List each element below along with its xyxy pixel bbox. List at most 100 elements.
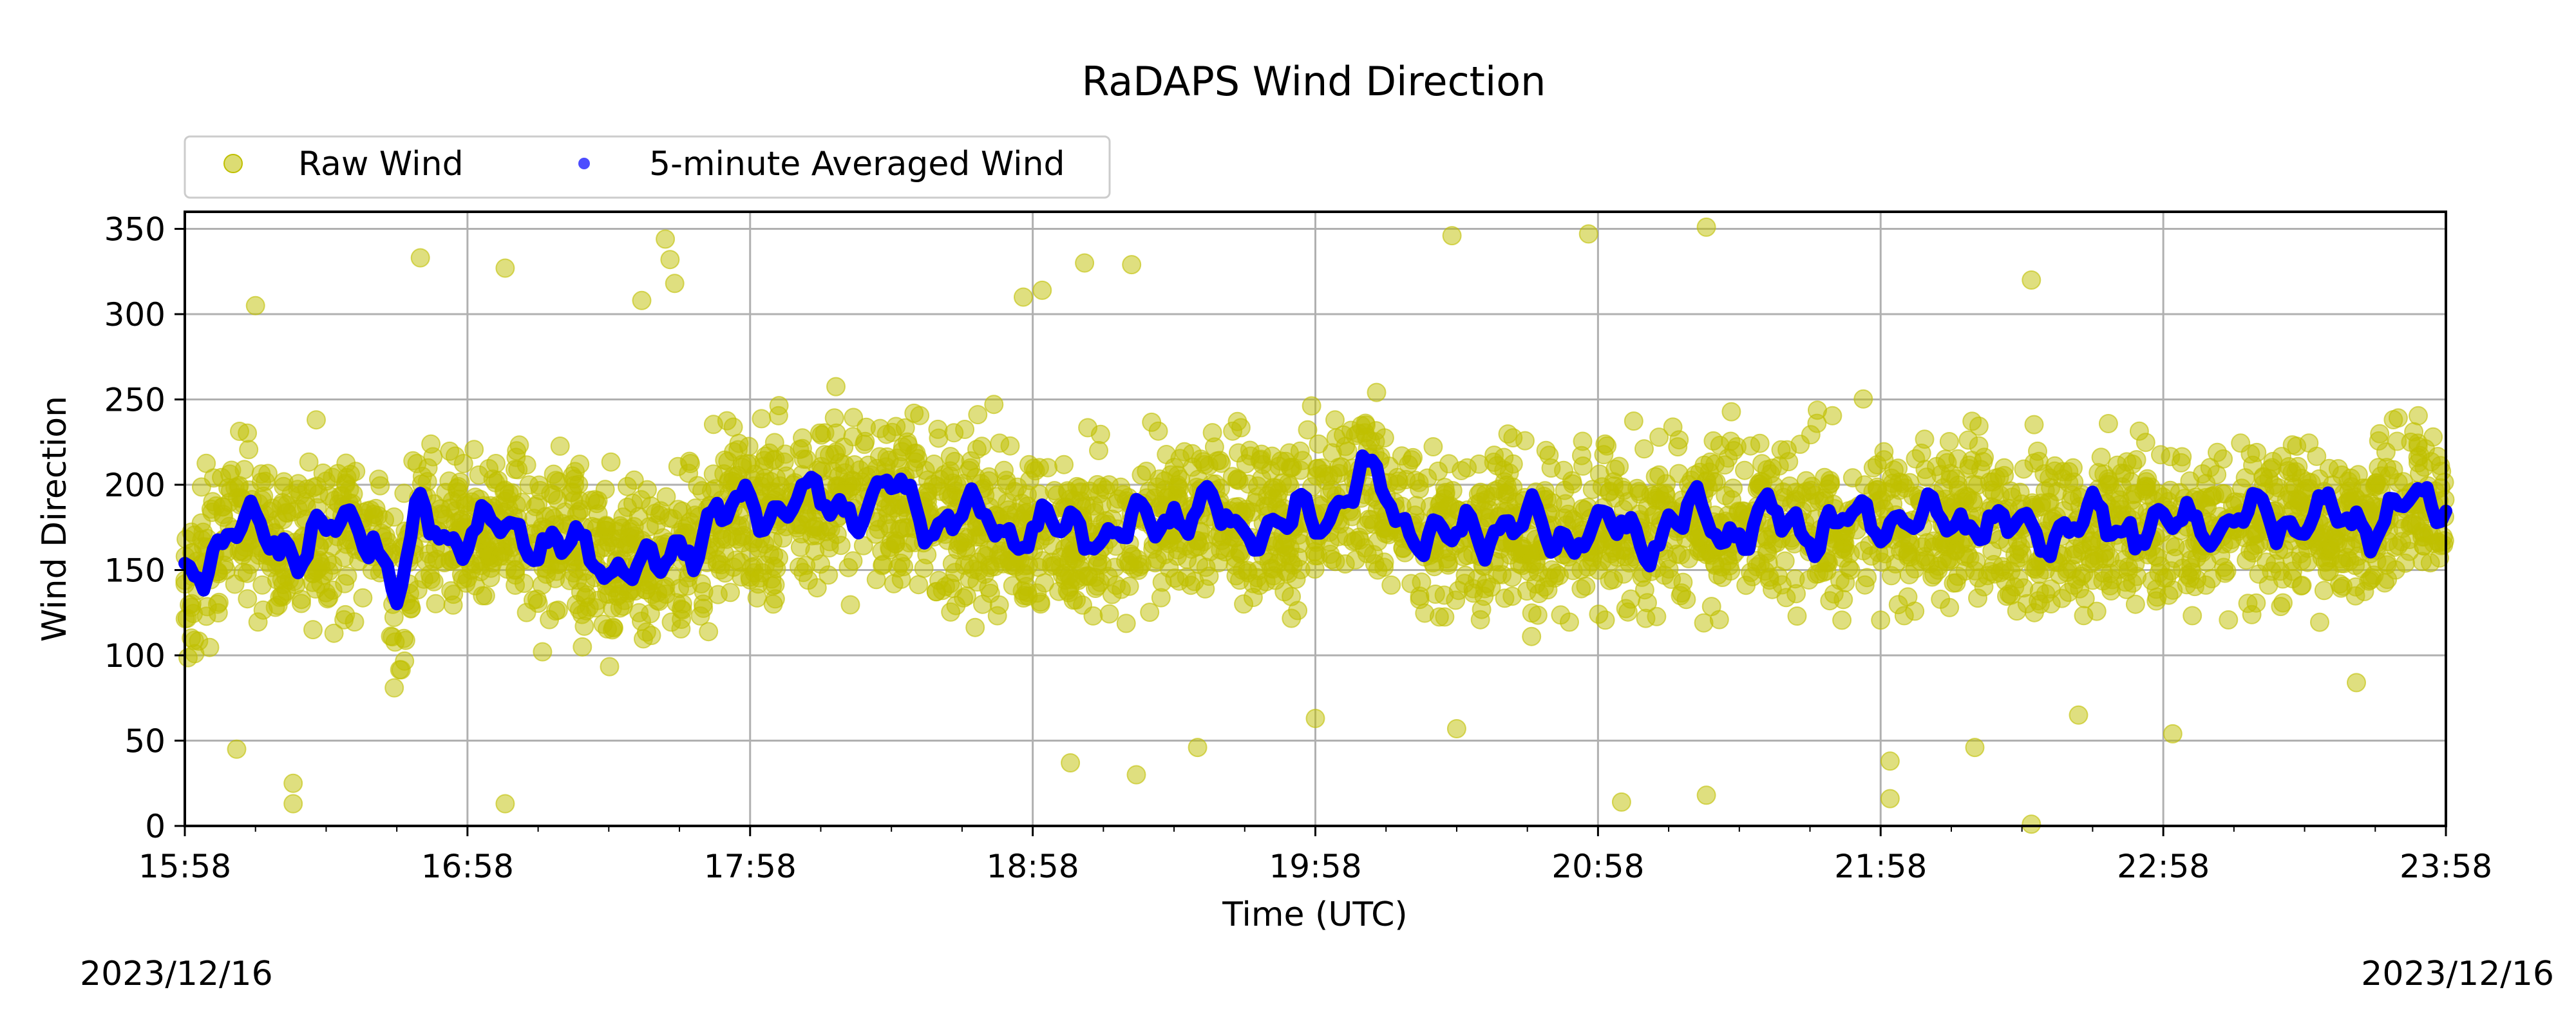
raw-wind-point bbox=[884, 574, 904, 594]
raw-wind-point bbox=[1045, 481, 1065, 501]
raw-wind-point bbox=[274, 472, 294, 492]
raw-wind-outlier bbox=[227, 739, 247, 759]
raw-wind-point bbox=[370, 476, 390, 496]
raw-wind-point bbox=[876, 424, 896, 444]
raw-wind-point bbox=[1669, 430, 1689, 450]
raw-wind-point bbox=[1649, 427, 1669, 447]
raw-wind-point bbox=[239, 440, 259, 460]
x-tick-label: 19:58 bbox=[1269, 848, 1361, 885]
raw-wind-point bbox=[1003, 576, 1023, 595]
raw-wind-point bbox=[1355, 423, 1375, 443]
raw-wind-point bbox=[680, 512, 700, 532]
raw-wind-outlier bbox=[1188, 738, 1208, 758]
raw-wind-point bbox=[197, 597, 217, 617]
raw-wind-point bbox=[546, 601, 565, 621]
raw-wind-outlier bbox=[1061, 753, 1081, 772]
raw-wind-point bbox=[1088, 553, 1108, 573]
raw-wind-point bbox=[1446, 590, 1466, 610]
raw-wind-point bbox=[550, 436, 570, 456]
raw-wind-point bbox=[1128, 549, 1148, 569]
raw-wind-point bbox=[857, 417, 876, 437]
raw-wind-point bbox=[2157, 568, 2177, 588]
raw-wind-outlier bbox=[283, 773, 303, 793]
raw-wind-point bbox=[2270, 561, 2290, 581]
raw-wind-point bbox=[2377, 552, 2397, 572]
raw-wind-point bbox=[1168, 475, 1188, 495]
averaged-wind-path bbox=[178, 449, 2452, 611]
raw-wind-point bbox=[196, 453, 216, 473]
raw-wind-point bbox=[2005, 577, 2025, 597]
raw-wind-point bbox=[731, 552, 750, 572]
raw-wind-point bbox=[1721, 402, 1741, 422]
raw-wind-point bbox=[222, 460, 242, 480]
raw-wind-point bbox=[2314, 581, 2334, 601]
raw-wind-point bbox=[1116, 613, 1136, 633]
raw-wind-point bbox=[469, 465, 489, 485]
raw-wind-point bbox=[2059, 462, 2079, 482]
raw-wind-point bbox=[2180, 568, 2200, 588]
raw-wind-point bbox=[421, 434, 441, 454]
raw-wind-point bbox=[1038, 458, 1058, 478]
raw-wind-outlier bbox=[2163, 724, 2183, 744]
raw-wind-point bbox=[2376, 442, 2396, 462]
raw-wind-point bbox=[1090, 424, 1110, 444]
raw-wind-point bbox=[1222, 467, 1242, 487]
raw-wind-point bbox=[2041, 478, 2061, 498]
raw-wind-point bbox=[1067, 476, 1087, 496]
raw-wind-point bbox=[1750, 554, 1770, 574]
raw-wind-point bbox=[763, 594, 783, 614]
raw-wind-point bbox=[193, 522, 213, 542]
x-tick-label: 21:58 bbox=[1834, 848, 1927, 885]
raw-wind-point bbox=[1757, 530, 1777, 550]
legend-raw-wind-label: Raw Wind bbox=[298, 145, 464, 183]
raw-wind-point bbox=[824, 408, 844, 428]
raw-wind-point bbox=[1247, 568, 1267, 588]
raw-wind-point bbox=[2147, 587, 2167, 607]
raw-wind-outlier bbox=[1442, 226, 1462, 246]
raw-wind-point bbox=[449, 489, 469, 509]
raw-wind-point bbox=[2050, 565, 2070, 585]
raw-wind-point bbox=[1595, 610, 1615, 630]
x-axis-label: Time (UTC) bbox=[1222, 895, 1407, 934]
raw-wind-point bbox=[253, 600, 273, 620]
raw-wind-point bbox=[980, 583, 1000, 603]
raw-wind-point bbox=[750, 568, 770, 588]
raw-wind-point bbox=[1440, 496, 1460, 516]
raw-wind-point bbox=[1252, 469, 1272, 489]
raw-wind-point bbox=[252, 575, 272, 595]
raw-wind-point bbox=[1477, 574, 1497, 594]
raw-wind-point bbox=[2231, 433, 2251, 453]
raw-wind-outlier bbox=[665, 274, 685, 294]
raw-wind-point bbox=[1412, 572, 1432, 592]
raw-wind-outlier bbox=[1014, 287, 1033, 307]
raw-wind-point bbox=[819, 565, 838, 585]
raw-wind-point bbox=[1931, 589, 1951, 609]
raw-wind-point bbox=[1787, 606, 1807, 626]
legend: Raw Wind 5-minute Averaged Wind bbox=[184, 135, 1111, 199]
raw-wind-point bbox=[2410, 445, 2430, 465]
raw-wind-point bbox=[1019, 454, 1039, 474]
raw-wind-point bbox=[1258, 496, 1278, 516]
raw-wind-point bbox=[629, 507, 649, 527]
raw-wind-point bbox=[486, 473, 506, 492]
raw-wind-point bbox=[391, 660, 411, 680]
x-tick-label: 17:58 bbox=[704, 848, 797, 885]
raw-wind-point bbox=[1649, 465, 1669, 485]
raw-wind-point bbox=[1177, 567, 1197, 587]
x-tick-label: 20:58 bbox=[1551, 848, 1644, 885]
raw-wind-point bbox=[2024, 603, 2044, 623]
raw-wind-point bbox=[1159, 558, 1179, 578]
raw-wind-point bbox=[765, 449, 785, 469]
raw-wind-point bbox=[1982, 480, 2002, 500]
raw-wind-point bbox=[844, 407, 864, 427]
raw-wind-point bbox=[1469, 454, 1489, 474]
raw-wind-point bbox=[2024, 415, 2044, 435]
raw-wind-point bbox=[499, 499, 518, 519]
raw-wind-point bbox=[1982, 541, 2002, 561]
raw-wind-point bbox=[345, 612, 365, 632]
raw-wind-point bbox=[1343, 532, 1363, 552]
legend-averaged-wind-marker bbox=[578, 158, 590, 169]
raw-wind-point bbox=[384, 678, 404, 698]
raw-wind-point bbox=[573, 637, 592, 657]
raw-wind-point bbox=[1775, 551, 1795, 571]
